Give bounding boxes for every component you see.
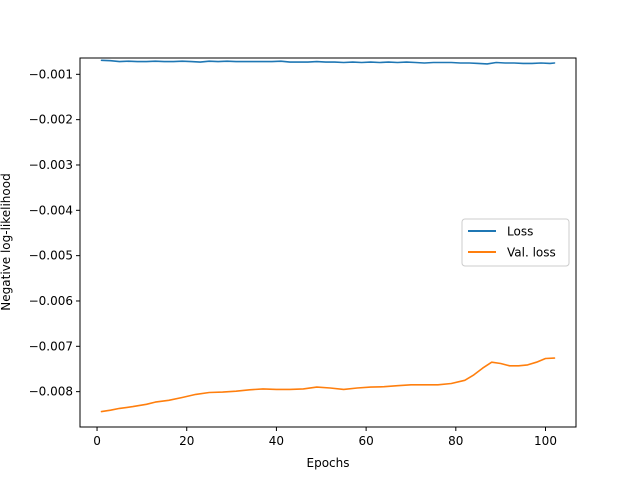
- series-layer: [100, 59, 556, 413]
- x-tick-label: 60: [358, 434, 373, 448]
- legend: Loss Val. loss: [461, 218, 570, 267]
- plot-frame: [79, 57, 577, 428]
- y-axis-label: Negative log-likelihood: [0, 173, 13, 310]
- y-tick-label: −0.004: [29, 203, 73, 217]
- x-tick-label: 40: [269, 434, 284, 448]
- y-tick-label: −0.002: [29, 113, 73, 127]
- x-tick-label: 80: [448, 434, 463, 448]
- x-tick-label: 0: [93, 434, 101, 448]
- y-tick-label: −0.006: [29, 294, 73, 308]
- x-tick-label: 100: [534, 434, 557, 448]
- y-tick-label: −0.005: [29, 249, 73, 263]
- y-tick-label: −0.007: [29, 339, 73, 353]
- y-tick-label: −0.008: [29, 385, 73, 399]
- x-tick-label: 20: [179, 434, 194, 448]
- y-tick-label: −0.003: [29, 158, 73, 172]
- series-line-loss: [100, 59, 556, 65]
- legend-label-val-loss: Val. loss: [507, 246, 556, 260]
- series-line-val-loss: [100, 357, 556, 413]
- legend-label-loss: Loss: [507, 225, 533, 239]
- ticks-layer: 0 20 40 60 80 100 −0.001 −0.002 −0.003 −0.004 −0.0…: [29, 67, 557, 448]
- y-tick-label: −0.001: [29, 67, 73, 81]
- x-axis-label: Epochs: [307, 456, 350, 470]
